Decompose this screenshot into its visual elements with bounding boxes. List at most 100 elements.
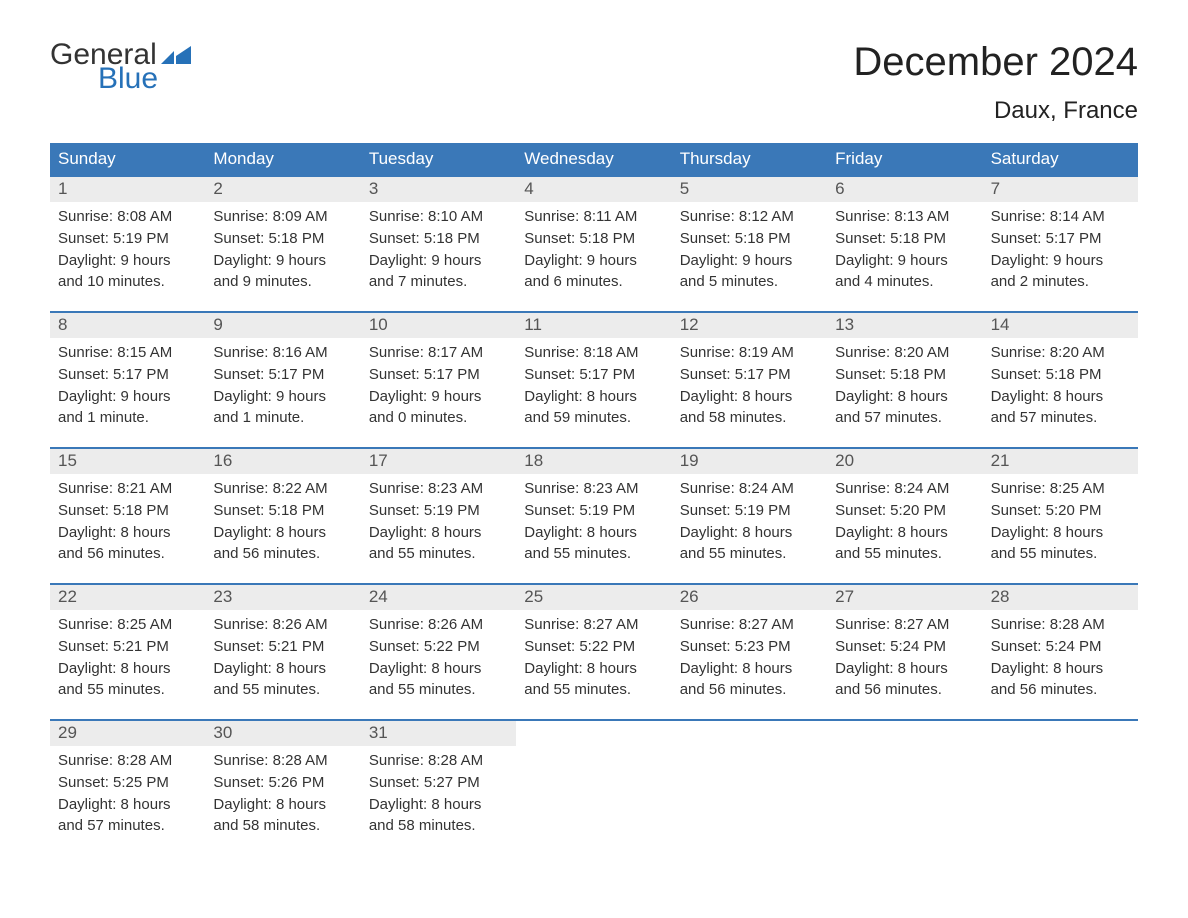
dl1-line: Daylight: 8 hours (991, 522, 1130, 544)
sunset-line: Sunset: 5:18 PM (213, 228, 352, 250)
day-data: Sunrise: 8:25 AMSunset: 5:21 PMDaylight:… (50, 610, 205, 701)
dl2-line: and 9 minutes. (213, 271, 352, 293)
weekday-label: Saturday (983, 143, 1138, 175)
sunset-line: Sunset: 5:18 PM (369, 228, 508, 250)
page-header: General Blue December 2024 Daux, France (50, 40, 1138, 125)
day-data: Sunrise: 8:26 AMSunset: 5:21 PMDaylight:… (205, 610, 360, 701)
day-number: 31 (361, 721, 516, 746)
day-number: 22 (50, 585, 205, 610)
title-block: December 2024 Daux, France (853, 40, 1138, 125)
day-cell: 11Sunrise: 8:18 AMSunset: 5:17 PMDayligh… (516, 313, 671, 429)
sunrise-line: Sunrise: 8:08 AM (58, 206, 197, 228)
day-number: 30 (205, 721, 360, 746)
day-data: Sunrise: 8:28 AMSunset: 5:27 PMDaylight:… (361, 746, 516, 837)
day-number: 13 (827, 313, 982, 338)
dl1-line: Daylight: 8 hours (58, 658, 197, 680)
day-number: 25 (516, 585, 671, 610)
sunrise-line: Sunrise: 8:19 AM (680, 342, 819, 364)
sunset-line: Sunset: 5:18 PM (524, 228, 663, 250)
dl2-line: and 59 minutes. (524, 407, 663, 429)
dl1-line: Daylight: 9 hours (991, 250, 1130, 272)
sunrise-line: Sunrise: 8:12 AM (680, 206, 819, 228)
day-cell: 4Sunrise: 8:11 AMSunset: 5:18 PMDaylight… (516, 177, 671, 293)
day-number: 6 (827, 177, 982, 202)
day-cell: 1Sunrise: 8:08 AMSunset: 5:19 PMDaylight… (50, 177, 205, 293)
dl1-line: Daylight: 8 hours (213, 794, 352, 816)
day-number: 17 (361, 449, 516, 474)
dl1-line: Daylight: 8 hours (524, 386, 663, 408)
dl2-line: and 56 minutes. (58, 543, 197, 565)
dl1-line: Daylight: 8 hours (835, 386, 974, 408)
dl2-line: and 55 minutes. (369, 543, 508, 565)
dl2-line: and 57 minutes. (991, 407, 1130, 429)
dl1-line: Daylight: 8 hours (369, 522, 508, 544)
dl1-line: Daylight: 8 hours (369, 658, 508, 680)
day-cell (827, 721, 982, 837)
dl1-line: Daylight: 8 hours (991, 386, 1130, 408)
sunset-line: Sunset: 5:21 PM (213, 636, 352, 658)
week-row: 29Sunrise: 8:28 AMSunset: 5:25 PMDayligh… (50, 719, 1138, 837)
sunset-line: Sunset: 5:19 PM (58, 228, 197, 250)
day-cell: 13Sunrise: 8:20 AMSunset: 5:18 PMDayligh… (827, 313, 982, 429)
day-cell: 25Sunrise: 8:27 AMSunset: 5:22 PMDayligh… (516, 585, 671, 701)
weekday-label: Sunday (50, 143, 205, 175)
day-number: 15 (50, 449, 205, 474)
dl2-line: and 55 minutes. (524, 679, 663, 701)
day-number: 2 (205, 177, 360, 202)
dl2-line: and 58 minutes. (369, 815, 508, 837)
day-data: Sunrise: 8:28 AMSunset: 5:26 PMDaylight:… (205, 746, 360, 837)
day-cell: 24Sunrise: 8:26 AMSunset: 5:22 PMDayligh… (361, 585, 516, 701)
sunrise-line: Sunrise: 8:27 AM (835, 614, 974, 636)
sunset-line: Sunset: 5:17 PM (680, 364, 819, 386)
dl2-line: and 10 minutes. (58, 271, 197, 293)
sunrise-line: Sunrise: 8:10 AM (369, 206, 508, 228)
sunrise-line: Sunrise: 8:09 AM (213, 206, 352, 228)
dl2-line: and 55 minutes. (680, 543, 819, 565)
sunset-line: Sunset: 5:20 PM (835, 500, 974, 522)
day-number: 4 (516, 177, 671, 202)
dl1-line: Daylight: 8 hours (369, 794, 508, 816)
day-cell: 27Sunrise: 8:27 AMSunset: 5:24 PMDayligh… (827, 585, 982, 701)
sunrise-line: Sunrise: 8:20 AM (991, 342, 1130, 364)
day-data: Sunrise: 8:15 AMSunset: 5:17 PMDaylight:… (50, 338, 205, 429)
day-data: Sunrise: 8:20 AMSunset: 5:18 PMDaylight:… (827, 338, 982, 429)
day-cell (983, 721, 1138, 837)
day-data: Sunrise: 8:27 AMSunset: 5:24 PMDaylight:… (827, 610, 982, 701)
sunrise-line: Sunrise: 8:26 AM (369, 614, 508, 636)
dl1-line: Daylight: 9 hours (835, 250, 974, 272)
dl2-line: and 55 minutes. (835, 543, 974, 565)
day-data: Sunrise: 8:12 AMSunset: 5:18 PMDaylight:… (672, 202, 827, 293)
day-cell: 19Sunrise: 8:24 AMSunset: 5:19 PMDayligh… (672, 449, 827, 565)
dl1-line: Daylight: 8 hours (58, 522, 197, 544)
dl2-line: and 2 minutes. (991, 271, 1130, 293)
day-data: Sunrise: 8:14 AMSunset: 5:17 PMDaylight:… (983, 202, 1138, 293)
day-number: 26 (672, 585, 827, 610)
dl1-line: Daylight: 8 hours (680, 658, 819, 680)
day-data: Sunrise: 8:24 AMSunset: 5:20 PMDaylight:… (827, 474, 982, 565)
day-cell: 9Sunrise: 8:16 AMSunset: 5:17 PMDaylight… (205, 313, 360, 429)
day-number: 19 (672, 449, 827, 474)
day-number: 27 (827, 585, 982, 610)
day-cell: 6Sunrise: 8:13 AMSunset: 5:18 PMDaylight… (827, 177, 982, 293)
day-data: Sunrise: 8:19 AMSunset: 5:17 PMDaylight:… (672, 338, 827, 429)
sunset-line: Sunset: 5:19 PM (369, 500, 508, 522)
dl2-line: and 1 minute. (58, 407, 197, 429)
sunset-line: Sunset: 5:22 PM (524, 636, 663, 658)
weekday-label: Wednesday (516, 143, 671, 175)
brand-bottom: Blue (98, 64, 191, 94)
dl2-line: and 56 minutes. (835, 679, 974, 701)
day-data: Sunrise: 8:18 AMSunset: 5:17 PMDaylight:… (516, 338, 671, 429)
day-cell: 2Sunrise: 8:09 AMSunset: 5:18 PMDaylight… (205, 177, 360, 293)
day-number: 28 (983, 585, 1138, 610)
sunrise-line: Sunrise: 8:25 AM (58, 614, 197, 636)
brand-logo: General Blue (50, 40, 191, 94)
sunrise-line: Sunrise: 8:16 AM (213, 342, 352, 364)
sunset-line: Sunset: 5:24 PM (991, 636, 1130, 658)
day-data: Sunrise: 8:08 AMSunset: 5:19 PMDaylight:… (50, 202, 205, 293)
dl1-line: Daylight: 9 hours (524, 250, 663, 272)
day-cell: 21Sunrise: 8:25 AMSunset: 5:20 PMDayligh… (983, 449, 1138, 565)
day-number: 5 (672, 177, 827, 202)
dl1-line: Daylight: 8 hours (213, 522, 352, 544)
day-cell: 15Sunrise: 8:21 AMSunset: 5:18 PMDayligh… (50, 449, 205, 565)
sunset-line: Sunset: 5:26 PM (213, 772, 352, 794)
